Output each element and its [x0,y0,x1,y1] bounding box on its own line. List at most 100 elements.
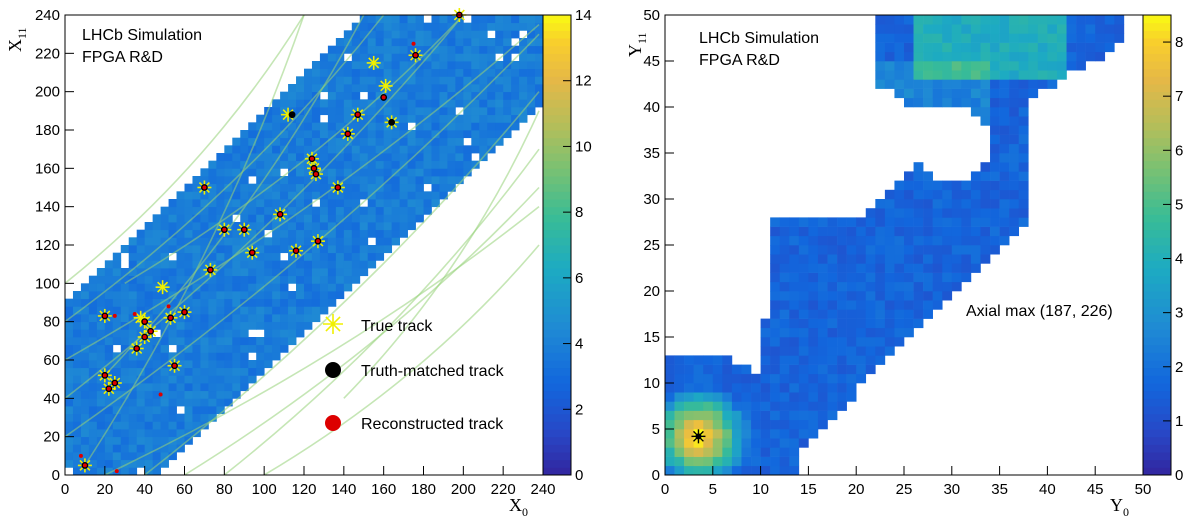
heatmap-cell [1009,97,1020,108]
colorbar-segment [543,436,571,445]
heatmap-cell [272,222,281,231]
heatmap-cell [200,168,209,177]
heatmap-cell [280,314,289,323]
heatmap-cell [192,237,201,246]
heatmap-cell [152,452,161,461]
heatmap-cell [176,314,185,323]
heatmap-cell [817,254,828,264]
heatmap-cell [391,183,400,192]
heatmap-cell [208,383,217,392]
heatmap-cell [280,337,289,346]
heatmap-cell [455,137,464,146]
heatmap-cell [904,88,914,99]
heatmap-cell [216,275,225,284]
colorbar-segment [543,168,571,177]
heatmap-cell [932,33,943,43]
heatmap-cell [970,254,981,264]
heatmap-cell [722,465,733,475]
colorbar-segment [1143,444,1171,453]
heatmap-cell [208,199,217,208]
heatmap-cell [319,268,329,277]
heatmap-cell [856,272,867,283]
heatmap-cell [375,145,385,154]
heatmap-cell [1028,51,1039,62]
heatmap-cell [674,465,685,475]
heatmap-cell [65,398,74,407]
heatmap-cell [184,183,193,192]
heatmap-cell [335,268,345,277]
y-tick-label: 5 [652,421,660,438]
heatmap-cell [495,38,504,47]
heatmap-cell [280,291,289,300]
heatmap-cell [319,145,329,154]
heatmap-cell [463,153,472,162]
heatmap-cell [216,283,225,292]
heatmap-cell [407,130,416,139]
heatmap-cell [942,33,953,43]
heatmap-cell [351,91,361,100]
heatmap-cell [779,318,790,329]
heatmap-cell [439,76,448,85]
heatmap-cell [335,91,345,100]
heatmap-cell [367,45,377,54]
heatmap-cell [120,413,130,422]
heatmap-cell [264,176,273,185]
heatmap-cell [304,160,313,169]
heatmap-cell [367,145,377,154]
heatmap-cell [232,191,241,200]
heatmap-cell [296,99,305,108]
heatmap-cell [789,456,800,467]
heatmap-cell [327,275,337,284]
heatmap-cell [817,419,828,430]
heatmap-cell [923,272,933,283]
heatmap-cell [160,229,169,238]
heatmap-cell [875,51,886,62]
heatmap-cell [200,252,209,261]
heatmap-cell [240,360,249,369]
heatmap-cell [240,191,249,200]
heatmap-cell [519,61,528,70]
heatmap-cell [351,214,361,223]
heatmap-cell [415,168,424,177]
heatmap-cell [296,114,305,123]
heatmap-cell [932,88,943,99]
heatmap-cell [837,291,847,301]
heatmap-cell [789,392,800,402]
heatmap-cell [495,107,504,116]
heatmap-cell [1085,15,1096,25]
heatmap-cell [674,401,685,411]
heatmap-cell [152,306,161,315]
heatmap-cell [722,383,733,393]
heatmap-cell [904,272,914,283]
heatmap-cell [779,346,790,356]
heatmap-cell [894,254,905,264]
heatmap-cell [856,235,867,246]
heatmap-cell [503,38,512,47]
heatmap-cell [399,214,408,223]
heatmap-cell [351,229,361,238]
heatmap-cell [136,452,146,461]
track-curve [65,15,464,399]
heatmap-cell [351,53,361,62]
heatmap-cell [904,51,914,62]
heatmap-cell [674,438,685,448]
heatmap-cell [65,306,74,315]
heatmap-cell [913,24,924,34]
heatmap-cell [72,421,82,430]
reconstructed-marker [335,185,340,190]
heatmap-cell [232,283,241,292]
heatmap-cell [351,130,361,139]
heatmap-cell [923,291,933,301]
heatmap-cell [961,51,972,62]
heatmap-cell [1009,125,1020,135]
heatmap-cell [264,298,273,307]
heatmap-cell [789,419,800,430]
y-tick-label: 220 [35,45,60,62]
heatmap-cell [1018,51,1029,62]
heatmap-cell [865,272,876,283]
heatmap-cell [65,352,74,361]
heatmap-cell [136,429,146,438]
heatmap-cell [779,419,790,430]
heatmap-cell [359,61,369,70]
heatmap-cell [216,352,225,361]
